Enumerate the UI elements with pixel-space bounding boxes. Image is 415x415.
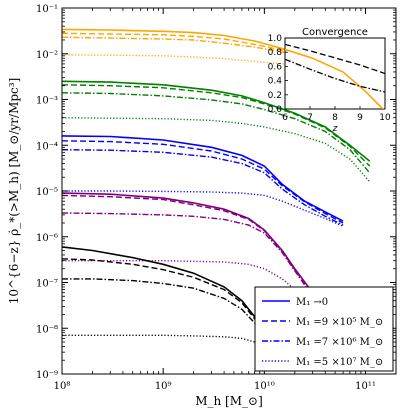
legend-label: M₁ →0 — [296, 297, 328, 308]
y-tick-label: 10⁻⁵ — [36, 187, 58, 198]
y-tick-label: 10⁻⁴ — [36, 141, 58, 152]
legend-label: M₁ =7 ×10⁶ M_⊙ — [296, 337, 383, 348]
inset-x-tick-label: 10 — [379, 113, 391, 123]
series-line-orange-dashdot — [62, 36, 313, 61]
y-tick-label: 10⁻³ — [36, 96, 58, 107]
inset-y-tick-label: 0.2 — [268, 91, 282, 101]
series-line-black-solid — [62, 246, 266, 334]
series-line-blue-solid — [62, 135, 344, 222]
inset-x-tick-label: 6 — [282, 113, 288, 123]
x-tick-label: 10⁸ — [54, 381, 71, 392]
series-line-purple-solid — [62, 192, 314, 294]
series-line-purple-dotted — [62, 260, 314, 307]
series-line-black-dotted — [62, 334, 255, 343]
inset-y-tick-label: 0.8 — [268, 48, 283, 58]
inset-line-dashed — [285, 43, 385, 75]
x-tick-label: 10¹⁰ — [254, 381, 275, 392]
inset-panel — [284, 37, 386, 110]
series-line-green-dotted — [62, 117, 371, 183]
series-line-blue-dashed — [62, 140, 344, 224]
series-line-black-dashdot — [62, 278, 265, 338]
y-tick-label: 10⁻⁸ — [36, 324, 58, 335]
main-ticks: 10⁸ 10⁹ 10¹⁰ 10¹¹ 10⁻⁹ 10⁻⁸ 10⁻⁷ 10⁻⁶ 10⁻⁵ 10⁻⁴ 10… — [36, 4, 397, 392]
inset-y-tick-label: 0.4 — [268, 77, 283, 87]
inset-x-tick-label: 9 — [357, 113, 363, 123]
inset-x-tick-label: 7 — [307, 113, 313, 123]
y-tick-label: 10⁻² — [36, 50, 58, 61]
x-tick-label: 10¹¹ — [355, 381, 376, 392]
y-tick-label: 10⁻⁷ — [36, 279, 58, 290]
series-line-green-dashdot — [62, 92, 371, 174]
inset-x-tick-label: 8 — [332, 113, 338, 123]
series-line-blue-dotted — [62, 190, 344, 227]
y-tick-label: 10⁻¹ — [36, 4, 58, 15]
inset-series-group — [285, 43, 385, 109]
series-line-orange-dashed — [62, 32, 313, 59]
x-tick-label: 10⁹ — [155, 381, 172, 392]
y-tick-label: 10⁻⁹ — [36, 370, 58, 381]
series-line-purple-dashdot — [62, 212, 314, 297]
series-line-green-dashed — [62, 84, 371, 167]
inset-y-tick-label: 0.0 — [268, 105, 283, 115]
legend-label: M₁ =9 ×10⁵ M_⊙ — [296, 317, 383, 328]
inset-ticks: 6 7 8 9 10 0.0 0.2 0.4 0.6 0.8 1.0 — [268, 34, 391, 123]
series-line-orange-under-inset — [285, 48, 384, 109]
legend: M₁ →0 M₁ =9 ×10⁵ M_⊙ M₁ =7 ×10⁶ M_⊙ M₁ =5 ×… — [254, 286, 394, 372]
inset-y-tick-label: 0.6 — [268, 62, 283, 72]
series-line-blue-dashdot — [62, 149, 344, 226]
series-line-black-dashed — [62, 258, 265, 335]
series-line-green-solid — [62, 80, 371, 162]
inset-xlabel: z — [332, 124, 338, 134]
main-series-group — [62, 28, 384, 343]
y-axis-label: 10^{6−z} ρ̇_*(>M_h) [M_⊙/yr/Mpc³] — [7, 78, 21, 305]
x-axis-label: M_h [M_⊙] — [195, 394, 263, 408]
inset-y-tick-label: 1.0 — [268, 34, 283, 44]
y-tick-label: 10⁻⁶ — [36, 233, 58, 244]
inset-title: Convergence — [302, 27, 368, 38]
legend-label: M₁ =5 ×10⁷ M_⊙ — [296, 357, 383, 368]
